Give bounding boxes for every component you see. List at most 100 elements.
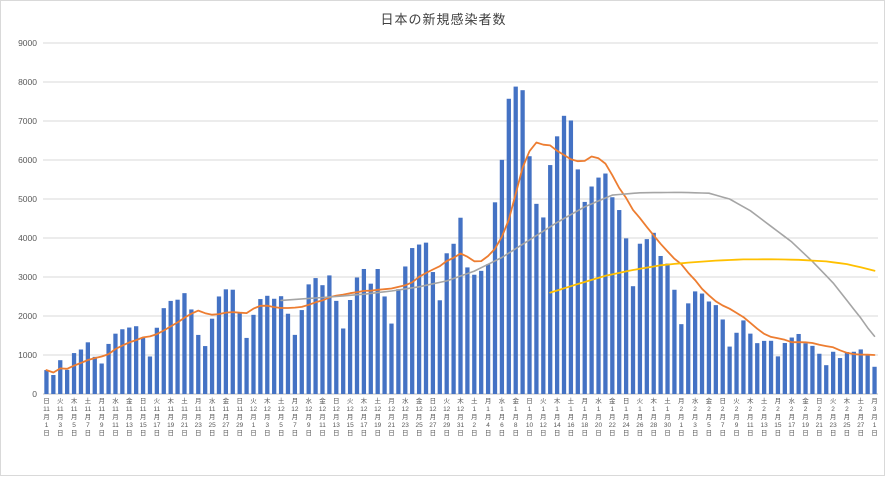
bar-daily-new-cases: [120, 329, 125, 394]
bar-daily-new-cases: [361, 268, 367, 394]
bar-daily-new-cases: [168, 300, 173, 394]
y-tick-label: 8000: [18, 77, 37, 87]
bar-daily-new-cases: [278, 296, 284, 394]
bar-daily-new-cases: [851, 351, 856, 394]
bar-daily-new-cases: [347, 300, 353, 394]
bar-daily-new-cases: [617, 210, 622, 394]
bar-daily-new-cases: [796, 333, 801, 394]
bar-daily-new-cases: [803, 343, 808, 394]
bar-daily-new-cases: [492, 202, 498, 394]
line-gray-line: [280, 191, 876, 338]
bar-daily-new-cases: [623, 238, 629, 394]
bar-daily-new-cases: [127, 327, 132, 394]
y-tick-label: 1000: [18, 350, 37, 360]
bar-daily-new-cases: [92, 356, 97, 394]
bar-daily-new-cases: [113, 333, 118, 394]
bar-daily-new-cases: [831, 351, 836, 394]
bar-daily-new-cases: [630, 286, 636, 394]
bar-daily-new-cases: [382, 296, 387, 394]
bar-daily-new-cases: [651, 232, 656, 394]
bar-daily-new-cases: [258, 299, 263, 394]
bar-daily-new-cases: [451, 243, 456, 394]
bar-daily-new-cases: [140, 337, 146, 394]
bar-daily-new-cases: [713, 305, 718, 394]
bar-daily-new-cases: [203, 346, 208, 394]
bar-daily-new-cases: [527, 156, 532, 394]
bar-daily-new-cases: [416, 244, 422, 394]
bar-daily-new-cases: [320, 285, 325, 394]
bar-daily-new-cases: [265, 295, 270, 394]
bar-daily-new-cases: [196, 334, 201, 394]
bar-daily-new-cases: [679, 324, 684, 394]
bar-daily-new-cases: [637, 243, 643, 394]
bar-daily-new-cases: [147, 356, 153, 394]
bar-daily-new-cases: [548, 165, 553, 394]
bar-daily-new-cases: [858, 349, 863, 394]
bar-daily-new-cases: [444, 253, 449, 394]
bar-daily-new-cases: [99, 363, 104, 394]
bar-daily-new-cases: [817, 353, 822, 394]
bar-daily-new-cases: [71, 353, 77, 394]
bar-daily-new-cases: [692, 291, 698, 394]
bar-daily-new-cases: [189, 309, 194, 394]
bar-daily-new-cases: [437, 300, 442, 394]
bar-daily-new-cases: [596, 177, 601, 394]
bar-daily-new-cases: [720, 319, 725, 394]
bar-daily-new-cases: [106, 343, 111, 394]
bar-daily-new-cases: [734, 332, 739, 394]
bar-daily-new-cases: [568, 120, 574, 394]
bar-daily-new-cases: [672, 289, 677, 394]
bar-daily-new-cases: [65, 369, 70, 394]
bar-daily-new-cases: [285, 313, 291, 394]
bar-daily-new-cases: [216, 296, 222, 394]
bar-daily-new-cases: [85, 342, 90, 394]
bar-daily-new-cases: [209, 318, 215, 394]
bar-daily-new-cases: [44, 370, 49, 394]
y-tick-label: 2000: [18, 311, 37, 321]
bar-daily-new-cases: [410, 248, 415, 394]
bar-daily-new-cases: [230, 289, 235, 394]
bar-daily-new-cases: [755, 343, 760, 394]
bar-daily-new-cases: [237, 313, 242, 394]
bar-daily-new-cases: [727, 346, 732, 394]
bar-daily-new-cases: [824, 365, 829, 394]
bar-daily-new-cases: [513, 86, 518, 394]
bar-daily-new-cases: [479, 270, 484, 394]
bar-daily-new-cases: [78, 349, 84, 394]
bar-daily-new-cases: [472, 274, 477, 394]
y-tick-label: 6000: [18, 155, 37, 165]
bar-daily-new-cases: [872, 366, 877, 394]
bar-daily-new-cases: [485, 264, 491, 394]
bar-daily-new-cases: [430, 272, 436, 394]
bar-daily-new-cases: [272, 298, 277, 394]
bar-daily-new-cases: [541, 217, 546, 394]
bar-daily-new-cases: [603, 173, 608, 394]
bar-daily-new-cases: [161, 308, 166, 394]
bar-daily-new-cases: [706, 301, 712, 394]
bar-daily-new-cases: [154, 327, 159, 394]
bar-daily-new-cases: [768, 340, 774, 394]
bar-daily-new-cases: [423, 242, 429, 394]
bar-daily-new-cases: [396, 289, 401, 394]
bar-daily-new-cases: [644, 239, 649, 394]
bar-daily-new-cases: [244, 337, 249, 394]
bar-daily-new-cases: [341, 328, 346, 394]
bar-daily-new-cases: [775, 356, 781, 394]
bar-daily-new-cases: [499, 159, 505, 394]
y-tick-label: 4000: [18, 233, 37, 243]
bar-daily-new-cases: [182, 293, 187, 394]
bar-daily-new-cases: [465, 267, 470, 394]
bar-daily-new-cases: [403, 266, 408, 394]
bar-daily-new-cases: [741, 320, 746, 394]
bar-daily-new-cases: [554, 136, 560, 394]
chart-title: 日本の新規感染者数: [380, 12, 507, 27]
bar-daily-new-cases: [354, 277, 360, 394]
bar-daily-new-cases: [299, 310, 304, 394]
bar-daily-new-cases: [665, 263, 670, 394]
bar-daily-new-cases: [789, 337, 794, 394]
bar-daily-new-cases: [51, 375, 56, 394]
bar-daily-new-cases: [865, 355, 870, 394]
bar-daily-new-cases: [844, 352, 850, 394]
